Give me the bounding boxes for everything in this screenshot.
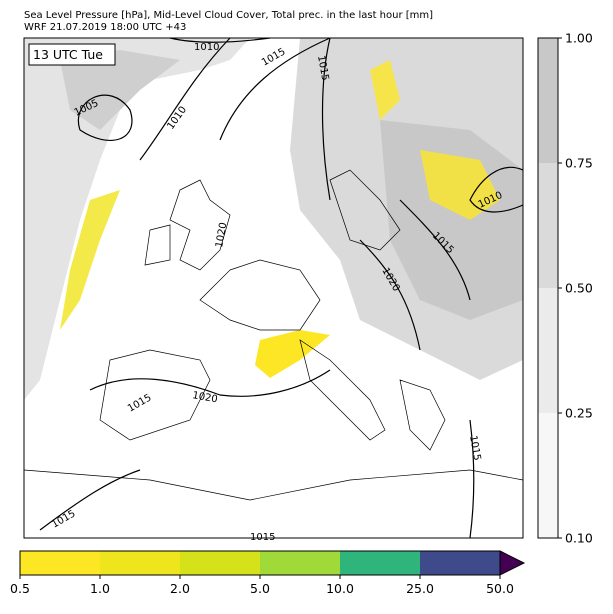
precip-area — [420, 150, 500, 220]
colorbar-tick-label: 5.0 — [250, 581, 270, 596]
contour-label: 1010 — [194, 42, 219, 53]
colorbar-extend — [499, 550, 526, 576]
colorbar-tick-label: 0.5 — [10, 581, 30, 596]
colorbar-tick-label: 10.0 — [326, 581, 354, 596]
cloud-area — [60, 50, 180, 130]
precip-area — [255, 330, 330, 378]
colorbar-tick-label: 0.25 — [565, 406, 593, 421]
contour-label: 1015 — [467, 435, 482, 462]
map: 1010 1015 1015 1005 1010 1020 1010 1015 … — [23, 37, 524, 543]
isobars — [39, 37, 524, 539]
map-frame — [23, 37, 524, 539]
colorbar-tick-label: 25.0 — [406, 581, 434, 596]
colorbar-segment — [538, 288, 558, 413]
colorbar-tick-label: 1.00 — [565, 31, 593, 46]
time-box — [28, 43, 116, 66]
colorbar-segment — [260, 551, 340, 575]
time-label: 13 UTC Tue — [33, 47, 103, 62]
precip-area — [370, 60, 400, 120]
colorbar-segment — [538, 413, 558, 538]
cloud-area — [380, 120, 523, 320]
coastlines — [23, 169, 524, 501]
colorbar-segment — [100, 551, 180, 575]
colorbar-segment — [340, 551, 420, 575]
colorbar-tick-label: 0.75 — [565, 156, 593, 171]
colorbar-tick-label: 50.0 — [486, 581, 514, 596]
contour-label: 1020 — [191, 390, 218, 405]
colorbar-segment — [538, 163, 558, 288]
colorbar-tick-label: 0.10 — [565, 531, 593, 546]
colorbar-tick-label: 2.0 — [170, 581, 190, 596]
colorbar-tick-label: 0.50 — [565, 281, 593, 296]
precip-area — [60, 190, 120, 330]
subtitle-line: WRF 21.07.2019 18:00 UTC +43 — [24, 22, 186, 33]
colorbar-segment — [180, 551, 260, 575]
colorbar-segment — [20, 551, 100, 575]
cloud-area — [24, 38, 250, 400]
contour-label: 1015 — [315, 55, 330, 82]
colorbar-tick-label: 1.0 — [90, 581, 110, 596]
colorbar-segment — [420, 551, 500, 575]
title-line: Sea Level Pressure [hPa], Mid-Level Clou… — [24, 10, 433, 21]
colorbars: 0.10 0.25 0.50 0.75 1.00 0.5 1.0 2.0 5.0 10.0 25.0… — [10, 31, 593, 597]
contour-label: 1020 — [214, 222, 229, 249]
colorbar-segment — [538, 38, 558, 163]
